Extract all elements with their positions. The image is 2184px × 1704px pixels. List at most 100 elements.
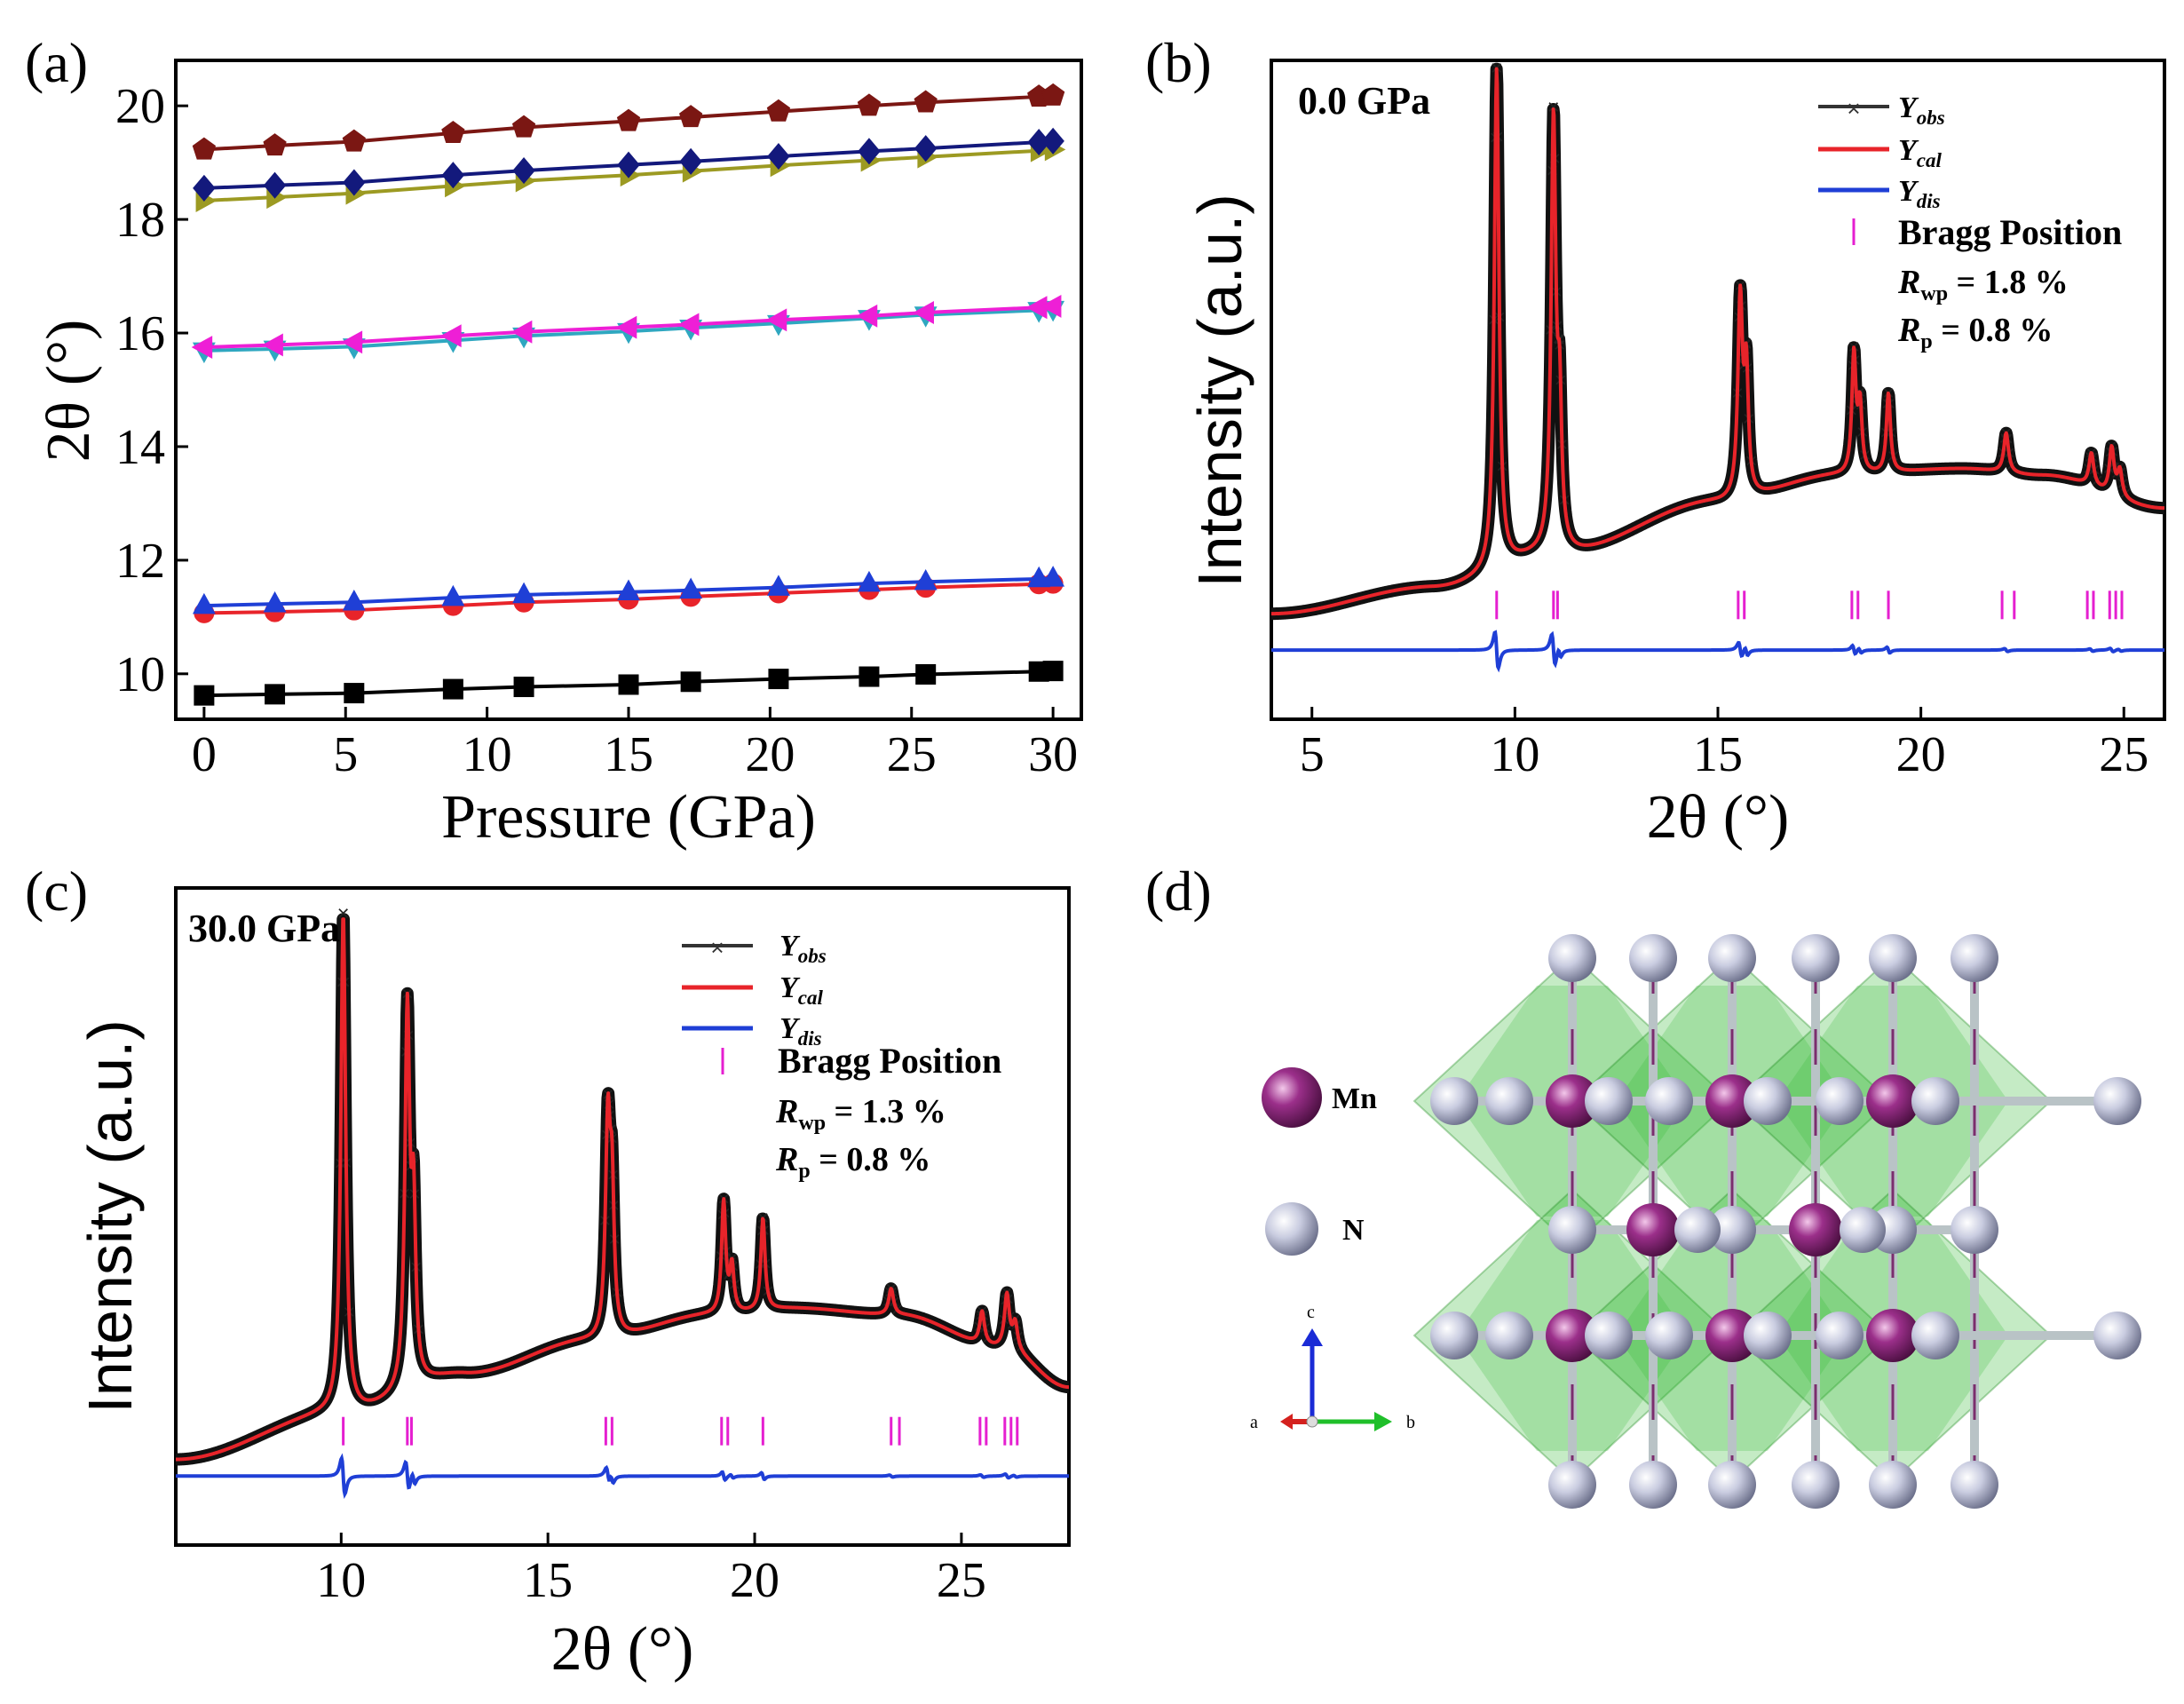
legend-obs-label-b: Yobs (1898, 91, 1945, 129)
legend-obs-marker-c: × (710, 934, 724, 961)
bragg-ticks (1495, 590, 2124, 620)
data-point (513, 677, 534, 698)
panel-label-d: (d) (1145, 860, 1212, 923)
data-point (341, 330, 363, 354)
data-point (265, 684, 286, 705)
difference-pattern (176, 1453, 1069, 1500)
n-atom (1629, 934, 1677, 982)
data-point (192, 592, 216, 614)
n-atom (1708, 1461, 1756, 1509)
data-point (441, 584, 465, 606)
a-axis-label: a (1250, 1413, 1258, 1432)
mn-atom (1626, 1203, 1680, 1256)
series-line (203, 93, 1054, 152)
data-point (857, 93, 882, 116)
data-point (859, 666, 880, 687)
data-point (192, 137, 217, 160)
n-atom (1645, 1077, 1693, 1125)
observed-markers: ××××××××××××××××××××××××××××××××××××××××… (334, 901, 1027, 1359)
n-atom (1911, 1312, 1959, 1359)
data-point (677, 313, 700, 337)
x-tick-label-c: 15 (523, 1553, 573, 1608)
plot-frame-c (174, 886, 1071, 1547)
n-atom (1430, 1312, 1478, 1359)
structure-legend: Mn N (1262, 1067, 1377, 1256)
data-point (857, 570, 881, 592)
y-axis-title-c: Intensity (a.u.) (75, 1019, 145, 1414)
data-point (194, 685, 215, 706)
data-point (512, 157, 535, 185)
data-point (914, 568, 938, 590)
n-atom (1708, 934, 1756, 982)
series-series-1 (194, 661, 1064, 706)
data-point (765, 308, 787, 332)
data-point (1041, 127, 1064, 155)
x-tick-label-b: 25 (2099, 727, 2148, 782)
n-atom (1485, 1077, 1533, 1125)
n-atom (1951, 1461, 1998, 1509)
mn-atom (1546, 1309, 1599, 1362)
rp-label-b: Rp = 0.8 % (1897, 312, 2053, 353)
mn-atom (1866, 1309, 1919, 1362)
data-point (1042, 661, 1064, 682)
data-point (440, 324, 462, 348)
n-atom (1744, 1312, 1792, 1359)
data-point (618, 674, 639, 695)
bragg-ticks (342, 1416, 1019, 1446)
series-line (203, 669, 1054, 698)
pressure-label-c: 30.0 GPa (188, 907, 340, 950)
mn-legend-label: Mn (1332, 1082, 1377, 1115)
n-atom (1430, 1077, 1478, 1125)
legend-c: × Yobs Ycal Ydis Bragg Position Rwp = 1.… (682, 930, 1001, 1183)
panel-d-structure: Mn N c b a (1250, 934, 2141, 1509)
data-point (914, 90, 938, 113)
data-point (679, 577, 703, 599)
panel-b-chart: 5 10 15 20 25 ××××××××××××××××××××××××××××××… (1185, 57, 2171, 852)
mn-atom (1789, 1203, 1842, 1256)
data-point (191, 336, 213, 359)
a-axis-arrowhead (1280, 1414, 1293, 1430)
data-point (262, 333, 283, 357)
x-axis-title-c: 2θ (°) (551, 1615, 694, 1684)
n-atom (1840, 1207, 1886, 1253)
legend-dis-label-b: Ydis (1898, 175, 1941, 212)
n-atom (1816, 1077, 1864, 1125)
data-point (915, 663, 937, 685)
x-tick-label-a: 0 (192, 727, 217, 782)
n-atom (1708, 1206, 1756, 1254)
x-tick-label-b: 15 (1693, 727, 1743, 782)
x-tick-label-a: 10 (463, 727, 512, 782)
n-atom (1485, 1312, 1533, 1359)
data-point (615, 315, 637, 339)
x-axis-title-b: 2θ (°) (1647, 783, 1790, 852)
data-point (768, 669, 789, 690)
n-atom (1548, 1206, 1596, 1254)
series-line (203, 304, 1054, 350)
y-tick-label-a: 10 (115, 647, 165, 702)
mn-atom (1705, 1309, 1759, 1362)
y-tick-label-a: 16 (115, 306, 165, 361)
rwp-label-c: Rwp = 1.3 % (775, 1093, 946, 1135)
legend-bragg-label-b: Bragg Position (1898, 212, 2122, 252)
x-tick-label-a: 20 (745, 727, 795, 782)
data-point (263, 590, 287, 613)
data-point (343, 169, 366, 196)
data-point (679, 147, 702, 175)
data-point (858, 138, 881, 165)
data-point (914, 135, 938, 162)
x-tick-label-a: 25 (887, 727, 937, 782)
data-point (680, 671, 701, 693)
n-atom (1674, 1207, 1721, 1253)
legend-obs-label-c: Yobs (779, 930, 827, 967)
data-point (678, 105, 703, 128)
rp-label-c: Rp = 0.8 % (775, 1141, 930, 1183)
rwp-label-b: Rwp = 1.8 % (1897, 264, 2069, 305)
data-point (617, 151, 640, 178)
n-atom (1548, 934, 1596, 982)
c-axis-label: c (1307, 1303, 1315, 1322)
legend-cal-label-b: Ycal (1898, 134, 1942, 171)
y-tick-label-a: 18 (115, 193, 165, 248)
mn-legend-atom (1262, 1067, 1322, 1128)
